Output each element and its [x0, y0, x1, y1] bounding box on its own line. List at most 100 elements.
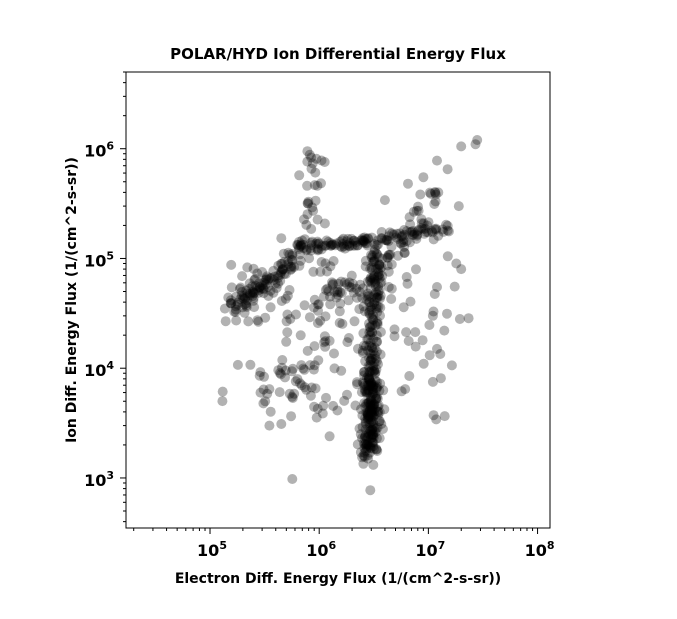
data-point	[433, 230, 444, 241]
data-point	[429, 289, 440, 299]
data-point	[401, 272, 412, 282]
data-point	[374, 272, 385, 283]
data-point	[361, 381, 372, 391]
data-point	[371, 444, 382, 455]
data-point	[295, 240, 306, 251]
data-point	[265, 406, 276, 417]
data-point	[368, 361, 379, 372]
data-point	[368, 384, 379, 395]
data-point	[374, 259, 385, 270]
data-point	[359, 380, 370, 391]
data-point	[360, 261, 371, 272]
data-point	[309, 294, 320, 305]
data-point	[253, 287, 264, 298]
data-point	[403, 336, 414, 346]
data-point	[409, 228, 420, 239]
data-point	[364, 405, 375, 416]
data-point	[258, 288, 269, 299]
data-point	[365, 381, 376, 392]
data-point	[362, 407, 373, 418]
data-point	[358, 458, 369, 469]
data-point	[235, 294, 246, 305]
data-point	[365, 379, 376, 390]
data-point	[319, 337, 330, 348]
data-point	[283, 247, 294, 258]
data-point	[383, 250, 394, 261]
data-point	[403, 178, 413, 189]
data-point	[327, 239, 337, 250]
data-point	[264, 420, 275, 431]
data-point	[285, 314, 296, 324]
data-point	[274, 387, 285, 398]
data-point	[296, 239, 306, 250]
data-point	[281, 316, 292, 327]
data-point	[368, 381, 379, 392]
data-point	[386, 294, 397, 304]
data-point	[365, 326, 376, 337]
data-point	[374, 385, 385, 396]
data-point	[361, 294, 372, 305]
data-point	[313, 238, 324, 249]
data-point	[439, 325, 450, 336]
data-point	[315, 315, 326, 326]
data-point	[363, 334, 374, 345]
data-point	[282, 327, 293, 338]
data-point	[357, 377, 368, 388]
data-point	[366, 380, 377, 391]
data-point	[372, 446, 383, 456]
data-point	[377, 424, 388, 434]
data-point	[238, 293, 249, 304]
data-point	[367, 437, 378, 448]
data-point	[368, 401, 379, 412]
data-point	[255, 387, 266, 398]
data-point	[334, 306, 345, 317]
data-point	[432, 343, 442, 354]
data-point	[365, 263, 376, 274]
data-point	[367, 400, 378, 411]
data-point	[319, 157, 330, 167]
data-point	[372, 381, 383, 392]
data-point	[354, 304, 365, 315]
data-point	[371, 287, 382, 298]
data-point	[325, 291, 335, 302]
data-point	[299, 364, 310, 375]
x-tick-label: 105	[197, 539, 227, 560]
data-point	[352, 439, 363, 450]
data-point	[384, 249, 395, 260]
data-point	[344, 241, 355, 252]
data-point	[302, 180, 313, 191]
data-point	[258, 384, 269, 395]
data-point	[236, 286, 247, 297]
y-tick-label: 103	[84, 469, 114, 490]
data-point	[387, 228, 397, 239]
data-point	[373, 400, 384, 411]
data-point	[365, 442, 376, 453]
data-point	[332, 289, 343, 300]
data-point	[372, 336, 383, 347]
data-point	[405, 296, 416, 307]
data-point	[304, 312, 315, 323]
data-point	[292, 240, 303, 251]
data-point	[418, 224, 429, 234]
data-point	[453, 201, 464, 212]
data-point	[364, 372, 375, 383]
data-point	[374, 259, 385, 270]
data-point	[257, 280, 268, 291]
data-point	[363, 453, 373, 464]
data-point	[358, 378, 369, 389]
data-point	[371, 393, 381, 404]
data-point	[217, 396, 228, 407]
data-point	[438, 226, 449, 237]
data-point	[247, 281, 258, 292]
data-point	[294, 236, 304, 247]
data-point	[371, 303, 382, 314]
data-point	[371, 301, 382, 312]
data-point	[352, 240, 363, 251]
data-point	[361, 398, 372, 409]
data-point	[249, 275, 260, 285]
data-point	[360, 445, 371, 456]
data-point	[374, 293, 385, 304]
data-point	[367, 406, 377, 417]
data-point	[290, 376, 301, 387]
data-point	[360, 418, 371, 429]
